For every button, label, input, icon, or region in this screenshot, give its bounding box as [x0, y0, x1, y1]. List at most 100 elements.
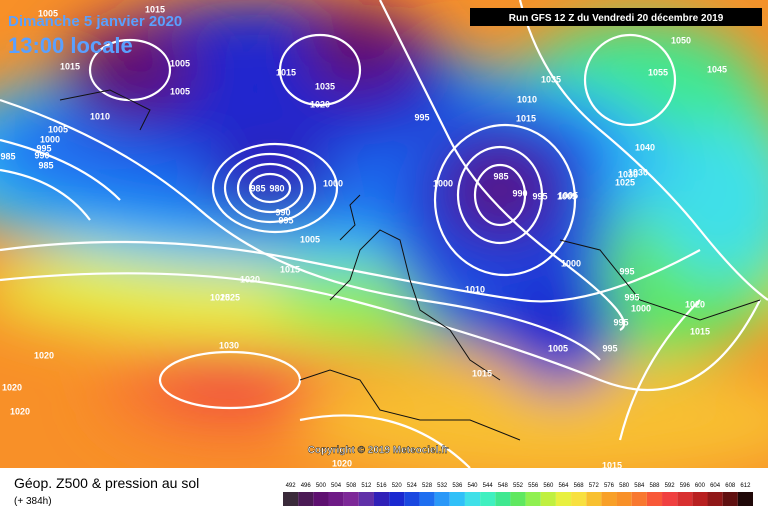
isobar-label: 1020 [332, 458, 352, 468]
isobar-label: 1025 [220, 292, 240, 302]
isobar-label: 1050 [671, 35, 691, 45]
isobar-label: 1005 [548, 343, 568, 353]
copyright: Copyright © 2019 Meteociel.fr [308, 445, 449, 456]
isobar-label: 1020 [10, 406, 30, 416]
isobar-label: 1055 [648, 67, 668, 77]
isobars [0, 0, 768, 468]
colorbar-label: 596 [680, 483, 691, 489]
isobar-label: 1015 [516, 113, 536, 123]
colorbar-label: 552 [513, 483, 524, 489]
colorbar-swatch [677, 492, 693, 506]
isobar-label: 1030 [618, 169, 638, 179]
colorbar-swatch [283, 492, 299, 506]
colorbar-label: 528 [422, 483, 433, 489]
colorbar-swatch [343, 492, 359, 506]
isobar-label: 1000 [561, 258, 581, 268]
colorbar-swatch [737, 492, 753, 506]
colorbar-label: 600 [695, 483, 706, 489]
isobar-label: 985 [250, 183, 265, 193]
colorbar-label: 512 [361, 483, 372, 489]
isobar-label: 995 [278, 215, 293, 225]
colorbar-swatch [373, 492, 390, 506]
isobar-label: 1020 [685, 299, 705, 309]
colorbar-label: 556 [528, 483, 539, 489]
isobar-label: 1045 [707, 64, 727, 74]
isobar-label: 1040 [635, 142, 655, 152]
time: 13:00 locale [8, 33, 133, 58]
coastlines [59, 89, 761, 441]
colorbar-swatch [586, 492, 602, 506]
isobar-label: 1005 [38, 8, 58, 18]
colorbar-swatch [404, 492, 420, 506]
colorbar-label: 588 [649, 483, 660, 489]
isobar-label: 1010 [465, 284, 485, 294]
colorbar-label: 492 [286, 483, 297, 489]
isobar-label: 1015 [602, 460, 622, 470]
isobar-label: 1015 [472, 368, 492, 378]
isobar-label: 1010 [517, 94, 537, 104]
isobar-label: 1025 [210, 292, 230, 302]
isobar-label: 980 [269, 183, 284, 193]
colorbar-label: 604 [710, 483, 721, 489]
footer-title: Géop. Z500 & pression au sol [14, 475, 199, 491]
colorbar-swatch [298, 492, 314, 506]
colorbar-label: 592 [665, 483, 676, 489]
colorbar-swatch [631, 492, 647, 506]
isobar-label: 1020 [240, 274, 260, 284]
isobar-label: 1015 [690, 326, 710, 336]
isobar-label: 990 [512, 188, 527, 198]
isobar-label: 1000 [631, 303, 651, 313]
isobar-label: 1025 [615, 177, 635, 187]
colorbar-swatch [510, 492, 526, 506]
colorbar-label: 520 [392, 483, 403, 489]
colorbar-label: 544 [483, 483, 494, 489]
colorbar-swatch [601, 492, 617, 506]
date: Dimanche 5 janvier 2020 [8, 13, 182, 30]
colorbar-label: 516 [377, 483, 388, 489]
isobar-label: 995 [624, 292, 639, 302]
isobar-label: 985 [493, 171, 508, 181]
footer-lead: (+ 384h) [14, 496, 52, 507]
isobar-label: 995 [602, 343, 617, 353]
colorbar-swatch [419, 492, 435, 506]
isobar-label: 985 [38, 160, 53, 170]
run-info: Run GFS 12 Z du Vendredi 20 décembre 201… [509, 13, 724, 24]
colorbar-swatch [616, 492, 632, 506]
colorbar-label: 508 [346, 483, 357, 489]
colorbar-label: 560 [543, 483, 554, 489]
isobar-label: 985 [0, 151, 15, 161]
isobar-label: 1005 [170, 86, 190, 96]
isobar-label: 1000 [40, 134, 60, 144]
isobar-label: 1030 [628, 167, 648, 177]
isobar-label: 1005 [170, 58, 190, 68]
colorbar-swatch [555, 492, 572, 506]
isobar-label: 1005 [300, 234, 320, 244]
colorbar-label: 524 [407, 483, 418, 489]
colorbar-label: 572 [589, 483, 600, 489]
isobar-label: 1030 [219, 340, 239, 350]
colorbar-label: 504 [331, 483, 342, 489]
isobar-label: 1015 [60, 61, 80, 71]
colorbar-swatch [662, 492, 678, 506]
colorbar-swatch [540, 492, 556, 506]
isobar-label: 1020 [310, 99, 330, 109]
colorbar-swatch [722, 492, 738, 506]
isobar-label: 995 [613, 317, 628, 327]
isobar-label: 995 [414, 112, 429, 122]
colorbar-swatch [449, 492, 465, 506]
colorbar-label: 580 [619, 483, 630, 489]
colorbar-label: 576 [604, 483, 615, 489]
run-banner [470, 8, 762, 26]
isobar-label: 1035 [541, 74, 561, 84]
isobar-label: 1035 [315, 81, 335, 91]
colorbar-label: 532 [437, 483, 448, 489]
colorbar-swatch [707, 492, 723, 506]
colorbar-label: 496 [301, 483, 312, 489]
isobar-label: 995 [36, 143, 51, 153]
isobar-label: 1010 [90, 111, 110, 121]
colorbar-swatch [464, 492, 481, 506]
colorbar-swatch [434, 492, 450, 506]
